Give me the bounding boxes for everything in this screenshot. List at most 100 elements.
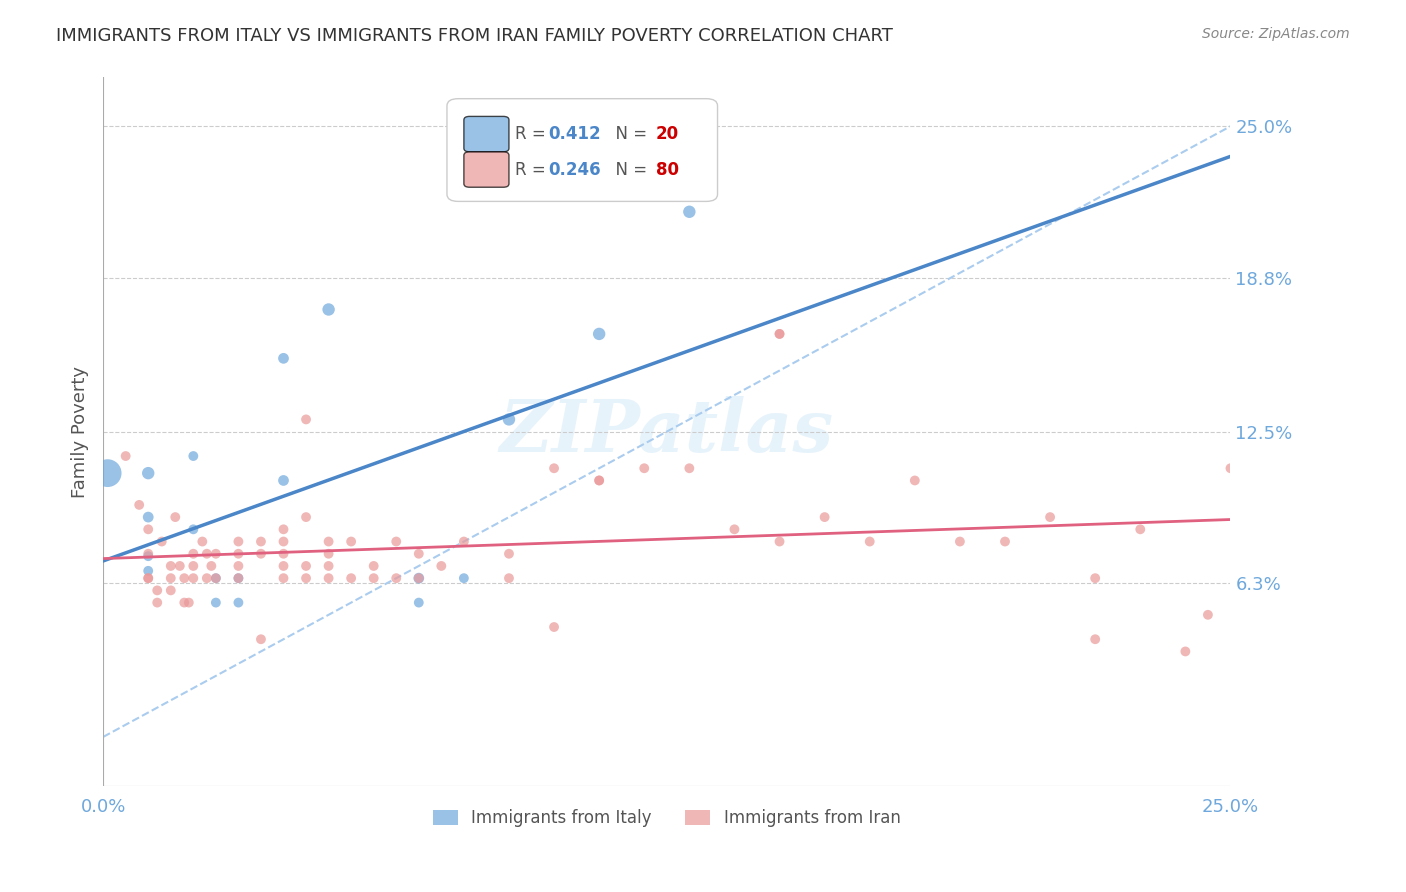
Point xyxy=(169,558,191,573)
Point xyxy=(1084,571,1107,585)
Point xyxy=(318,302,340,317)
Point xyxy=(228,534,250,549)
Point xyxy=(318,534,340,549)
Point xyxy=(136,547,159,561)
Point xyxy=(859,534,882,549)
Point xyxy=(295,510,318,524)
Point xyxy=(318,558,340,573)
Point xyxy=(363,571,385,585)
Point xyxy=(191,534,214,549)
Point xyxy=(205,571,228,585)
Point xyxy=(273,558,295,573)
Point xyxy=(114,449,136,463)
Point xyxy=(768,326,790,341)
Point xyxy=(136,571,159,585)
Point xyxy=(318,547,340,561)
Y-axis label: Family Poverty: Family Poverty xyxy=(72,366,89,498)
Point xyxy=(136,510,159,524)
Point xyxy=(408,596,430,610)
Point xyxy=(633,461,655,475)
Point xyxy=(498,571,520,585)
Point xyxy=(340,571,363,585)
Point xyxy=(228,596,250,610)
FancyBboxPatch shape xyxy=(447,99,717,202)
Text: IMMIGRANTS FROM ITALY VS IMMIGRANTS FROM IRAN FAMILY POVERTY CORRELATION CHART: IMMIGRANTS FROM ITALY VS IMMIGRANTS FROM… xyxy=(56,27,893,45)
Point xyxy=(1219,461,1241,475)
Point xyxy=(205,547,228,561)
Point xyxy=(136,549,159,564)
Point xyxy=(498,412,520,426)
Text: N =: N = xyxy=(605,125,652,143)
Point xyxy=(250,547,273,561)
Point xyxy=(250,632,273,647)
Point xyxy=(768,326,790,341)
Point xyxy=(363,558,385,573)
Point xyxy=(200,558,222,573)
Text: 20: 20 xyxy=(655,125,679,143)
Point xyxy=(453,571,475,585)
Point xyxy=(385,571,408,585)
Point xyxy=(195,547,218,561)
Point xyxy=(588,326,610,341)
Point xyxy=(250,534,273,549)
Point xyxy=(678,461,700,475)
Point xyxy=(136,564,159,578)
Point xyxy=(181,522,204,536)
Text: R =: R = xyxy=(515,161,551,178)
Point xyxy=(273,474,295,488)
Point xyxy=(430,558,453,573)
Point xyxy=(136,571,159,585)
Point xyxy=(994,534,1017,549)
Point xyxy=(678,204,700,219)
Point xyxy=(205,596,228,610)
Point xyxy=(273,547,295,561)
FancyBboxPatch shape xyxy=(464,152,509,187)
Point xyxy=(205,571,228,585)
Text: 0.0%: 0.0% xyxy=(80,798,125,816)
Text: R =: R = xyxy=(515,125,551,143)
Point xyxy=(385,534,408,549)
Point xyxy=(1084,632,1107,647)
Point xyxy=(146,596,169,610)
Text: N =: N = xyxy=(605,161,652,178)
Point xyxy=(588,474,610,488)
Point xyxy=(159,583,181,598)
Point xyxy=(295,412,318,426)
Text: 0.246: 0.246 xyxy=(548,161,600,178)
Point xyxy=(181,547,204,561)
Point xyxy=(408,571,430,585)
Point xyxy=(814,510,837,524)
Point xyxy=(159,558,181,573)
Point xyxy=(1039,510,1062,524)
Point xyxy=(181,449,204,463)
Point xyxy=(273,522,295,536)
Point xyxy=(1197,607,1219,622)
Point xyxy=(97,466,120,480)
Point xyxy=(136,522,159,536)
Text: Source: ZipAtlas.com: Source: ZipAtlas.com xyxy=(1202,27,1350,41)
Text: ZIPatlas: ZIPatlas xyxy=(499,396,834,467)
Text: 80: 80 xyxy=(655,161,679,178)
Point xyxy=(273,534,295,549)
Point xyxy=(173,596,195,610)
Text: 25.0%: 25.0% xyxy=(1202,798,1258,816)
Point xyxy=(498,547,520,561)
Point xyxy=(228,571,250,585)
Point xyxy=(181,558,204,573)
Point xyxy=(195,571,218,585)
Text: 0.412: 0.412 xyxy=(548,125,600,143)
Point xyxy=(453,534,475,549)
Point xyxy=(768,534,790,549)
Point xyxy=(165,510,187,524)
Point xyxy=(949,534,972,549)
Point xyxy=(1129,522,1152,536)
Point xyxy=(318,571,340,585)
Point xyxy=(177,596,200,610)
Point xyxy=(295,558,318,573)
Point xyxy=(136,466,159,480)
Point xyxy=(228,547,250,561)
Point xyxy=(588,474,610,488)
Point xyxy=(146,583,169,598)
Point xyxy=(904,474,927,488)
Point xyxy=(173,571,195,585)
